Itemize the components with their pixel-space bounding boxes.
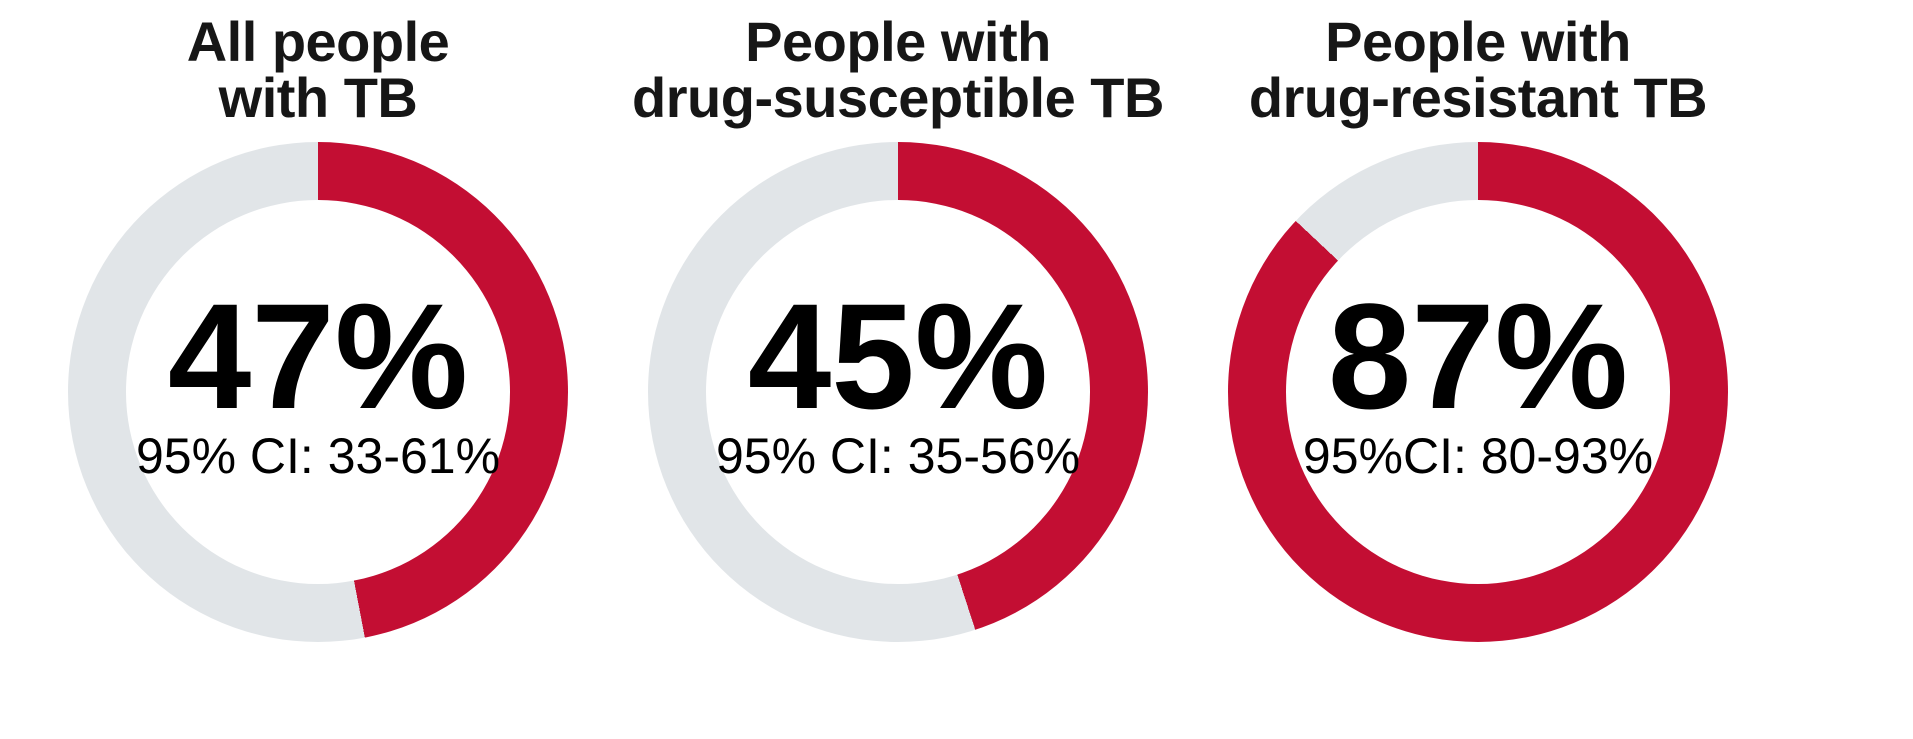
value-label: 87% — [1327, 271, 1629, 440]
chart-title-drug-susceptible-tb: People with drug-susceptible TB — [632, 14, 1164, 126]
confidence-interval-label: 95% CI: 33-61% — [135, 427, 501, 484]
donut-hole — [126, 200, 510, 584]
donut-ring-all-tb: 47% 95% CI: 33-61% — [68, 142, 568, 642]
chart-column-all-tb: All people with TB 47% 95% CI: 33-61% — [28, 0, 608, 642]
chart-title-all-tb: All people with TB — [187, 14, 450, 126]
donut-hole — [706, 200, 1090, 584]
donut-center-label: 45% 95% CI: 35-56% — [648, 136, 1148, 636]
value-label: 47% — [167, 271, 469, 440]
donut-charts-row: All people with TB 47% 95% CI: 33-61% Pe… — [28, 0, 1768, 642]
chart-title-line2: drug-resistant TB — [1248, 66, 1708, 129]
donut-hole — [1286, 200, 1670, 584]
confidence-interval-label: 95% CI: 35-56% — [715, 427, 1081, 484]
chart-column-drug-resistant-tb: People with drug-resistant TB 87% 95%CI:… — [1188, 0, 1768, 642]
chart-column-drug-susceptible-tb: People with drug-susceptible TB 45% 95% … — [608, 0, 1188, 642]
chart-title-line1: People with — [745, 10, 1051, 73]
chart-title-line2: with TB — [218, 66, 418, 129]
donut-center-label: 47% 95% CI: 33-61% — [68, 136, 568, 636]
chart-title-drug-resistant-tb: People with drug-resistant TB — [1248, 14, 1708, 129]
donut-center-label: 87% 95%CI: 80-93% — [1228, 136, 1728, 636]
chart-title-line1: All people — [186, 10, 450, 73]
chart-title-line1: People with — [1325, 10, 1631, 73]
chart-title-line2: drug-susceptible TB — [632, 66, 1164, 129]
donut-ring-drug-susceptible-tb: 45% 95% CI: 35-56% — [648, 142, 1148, 642]
confidence-interval-label: 95%CI: 80-93% — [1302, 427, 1654, 484]
donut-ring-drug-resistant-tb: 87% 95%CI: 80-93% — [1228, 142, 1728, 642]
value-label: 45% — [747, 271, 1049, 440]
